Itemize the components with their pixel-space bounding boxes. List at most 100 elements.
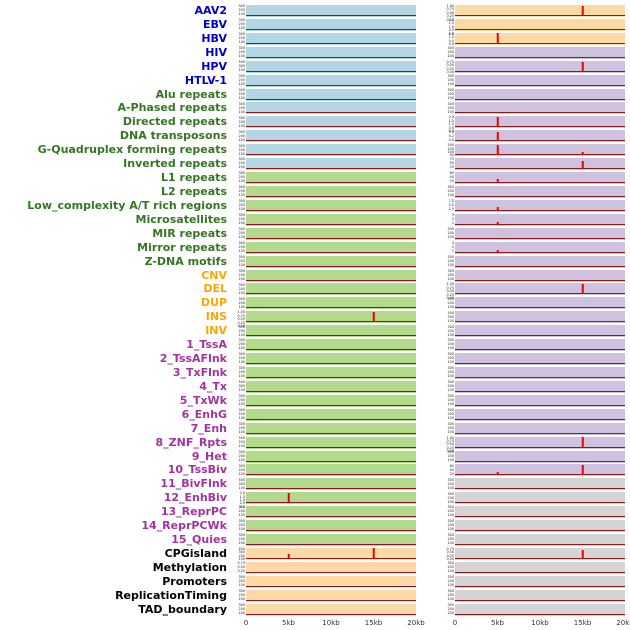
signal-spike [581, 61, 584, 72]
y-tick-label: 300 [447, 380, 454, 385]
y-tick-label: 200 [447, 272, 454, 277]
y-tick-label: 200 [238, 342, 245, 347]
y-tick-label: 200 [447, 453, 454, 458]
y-tick-label: 0.00 [446, 557, 454, 562]
y-tick-label: 300 [238, 18, 245, 23]
y-tick-label: 40 [449, 467, 454, 472]
left-y-ticks: 300 200 100 [233, 130, 246, 142]
y-tick-label: 1.0 [448, 35, 454, 40]
right-y-ticks: 300 200 100 [442, 353, 455, 365]
y-tick-label: 1.00 [237, 310, 245, 315]
left-track-panel [246, 339, 416, 352]
track-row: Inverted repeats 300 200 100 75 50 25 [0, 158, 630, 171]
track-label: INS [205, 310, 227, 324]
right-track-panel [455, 450, 625, 463]
right-y-ticks: 300 200 100 [442, 102, 455, 114]
y-tick-label: 0.50 [446, 10, 454, 15]
left-y-ticks: 300 200 100 [233, 603, 246, 616]
signal-baseline [246, 544, 416, 546]
signal-baseline [246, 209, 416, 211]
y-tick-label: 300 [447, 87, 454, 92]
y-tick-label: 200 [447, 143, 454, 148]
track-label: INV [205, 324, 227, 338]
y-tick-label: 100 [238, 276, 245, 281]
signal-baseline [246, 349, 416, 351]
signal-baseline [246, 84, 416, 86]
x-tick-label: 15kb [364, 618, 383, 627]
left-track-panel [246, 464, 416, 477]
y-tick-label: 300 [238, 4, 245, 9]
y-tick-label: 100 [447, 54, 454, 59]
right-track-panel [455, 339, 625, 352]
left-y-ticks: 300 200 100 [233, 268, 246, 282]
left-y-ticks: 300 200 100 [233, 450, 246, 463]
right-track-panel [455, 297, 625, 310]
right-track-panel [455, 436, 625, 449]
signal-spike [581, 549, 584, 559]
signal-baseline [246, 56, 416, 58]
y-tick-label: 300 [238, 268, 245, 273]
y-tick-label: 200 [238, 119, 245, 124]
right-track-panel [455, 492, 625, 505]
y-tick-label: 0.25 [446, 553, 454, 558]
x-tick-label: 0 [243, 618, 249, 627]
y-tick-label: 200 [447, 509, 454, 514]
y-tick-label: 100 [447, 610, 454, 615]
y-tick-label: 100 [447, 429, 454, 434]
track-row: Directed repeats 300 200 100 2.0 1.5 1.0 0.5 0.0 [0, 115, 630, 133]
right-track-panel [455, 269, 625, 282]
y-tick-label: 100 [238, 207, 245, 212]
left-y-ticks: 300 200 100 [233, 589, 246, 602]
signal-spike [496, 472, 499, 476]
left-y-ticks: 300 200 100 [233, 464, 246, 476]
right-y-ticks: 1.00 0.75 0.50 0.25 0.00 [442, 436, 455, 453]
y-tick-label: 300 [238, 213, 245, 218]
right-track-panel [455, 213, 625, 226]
y-tick-label: 200 [447, 384, 454, 389]
y-tick-label: 100 [238, 471, 245, 476]
right-track-panel [455, 380, 625, 393]
signal-baseline [455, 474, 625, 476]
y-tick-label: 100 [238, 235, 245, 240]
left-y-ticks: 300 200 100 [233, 394, 246, 407]
right-track-panel [455, 102, 625, 115]
left-track-panel [246, 492, 416, 505]
track-label: 6_EnhG [181, 407, 227, 421]
x-axis-right: 0 5kb 10kb 15kb 20kb [453, 618, 630, 628]
y-tick-label: 200 [238, 606, 245, 611]
signal-baseline [455, 237, 625, 239]
left-y-ticks: 300 200 100 [233, 227, 246, 240]
y-tick-label: 100 [447, 388, 454, 393]
x-tick-label: 10kb [322, 618, 340, 627]
y-tick-label: 100 [238, 54, 245, 59]
signal-baseline [455, 84, 625, 86]
left-track-panel [246, 185, 416, 198]
left-y-ticks: 300 200 100 [233, 116, 246, 128]
track-row: L2 repeats 300 200 100 300 200 100 [0, 185, 630, 198]
signal-baseline [246, 195, 416, 197]
signal-spike [581, 5, 584, 16]
y-tick-label: 100 [238, 151, 245, 156]
y-tick-label: 300 [238, 481, 245, 486]
signal-baseline [246, 70, 416, 72]
track-row: A-Phased repeats 300 200 100 300 200 100 [0, 102, 630, 115]
signal-baseline [455, 488, 625, 490]
y-tick-label: 0.25 [446, 14, 454, 19]
y-tick-label: 0.50 [446, 289, 454, 294]
y-tick-label: 0.75 [446, 59, 454, 64]
right-y-ticks: 300 200 100 [442, 367, 455, 379]
y-tick-label: 300 [238, 185, 245, 190]
y-tick-label: 100 [447, 150, 454, 155]
y-tick-label: 100 [447, 109, 454, 114]
y-tick-label: 200 [238, 328, 245, 333]
track-row: 11_BivFlnk 500 300 100 300 200 100 [0, 478, 630, 491]
x-axis-left: 0 5kb 10kb 15kb 20kb [243, 618, 425, 628]
y-tick-label: 200 [238, 593, 245, 598]
track-row: 2_TssAFlnk 300 200 100 300 200 100 [0, 353, 630, 366]
signal-baseline [246, 418, 416, 420]
track-row: 14_ReprPCWk 300 200 100 300 200 100 [0, 520, 630, 533]
signal-baseline [455, 195, 625, 197]
x-tick-label: 20kb [407, 618, 425, 627]
y-tick-label: 200 [238, 439, 245, 444]
